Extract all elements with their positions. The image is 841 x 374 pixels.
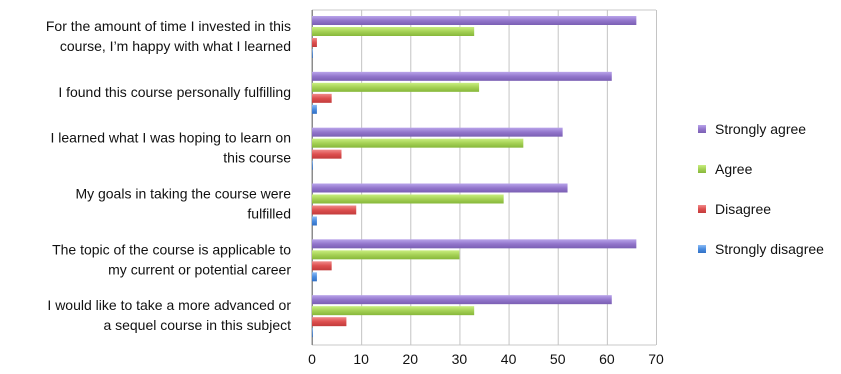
category-label: course, I’m happy with what I learned: [60, 38, 291, 54]
x-tick-labels: 0 10 20 30 40 50 60 70: [308, 351, 664, 367]
plot-area: [311, 9, 656, 346]
bar-strongly-disagree: [312, 104, 317, 114]
bar-strongly-disagree: [312, 328, 313, 338]
bars: [312, 16, 637, 338]
bar-agree: [312, 27, 475, 36]
category-labels: For the amount of time I invested in thi…: [46, 18, 291, 333]
legend-label: Strongly disagree: [715, 241, 824, 257]
legend-swatch: [698, 165, 706, 173]
bar-strongly-agree: [312, 183, 568, 193]
category-label: I learned what I was hoping to learn on: [51, 130, 292, 146]
bar-agree: [312, 194, 504, 204]
category-label: I found this course personally fulfillin…: [58, 84, 291, 100]
category-label: I would like to take a more advanced or: [47, 297, 291, 313]
bar-strongly-disagree: [312, 160, 313, 170]
x-tick-label: 50: [550, 351, 566, 367]
bar-agree: [312, 250, 460, 260]
legend-swatch: [698, 125, 706, 133]
category-label: a sequel course in this subject: [103, 317, 291, 333]
bar-disagree: [312, 261, 332, 271]
legend-label: Agree: [715, 161, 753, 177]
x-tick-label: 70: [648, 351, 664, 367]
bar-strongly-agree: [312, 127, 563, 137]
x-tick-label: 30: [452, 351, 468, 367]
category-label: my current or potential career: [108, 261, 291, 277]
bar-strongly-agree: [312, 16, 637, 25]
x-tick-label: 0: [308, 351, 316, 367]
gridlines: [312, 10, 657, 345]
legend: Strongly agree Agree Disagree Strongly disa…: [698, 121, 824, 257]
bar-disagree: [312, 149, 342, 159]
category-label: For the amount of time I invested in thi…: [46, 18, 291, 34]
bar-agree: [312, 82, 480, 92]
x-tick-label: 60: [599, 351, 615, 367]
bar-agree: [312, 138, 524, 148]
legend-swatch: [698, 245, 706, 253]
x-tick-label: 40: [501, 351, 517, 367]
category-label: The topic of the course is applicable to: [52, 241, 291, 257]
bar-disagree: [312, 93, 332, 103]
legend-swatch: [698, 205, 706, 213]
category-label: fulfilled: [247, 205, 291, 221]
bar-strongly-disagree: [312, 216, 317, 226]
bar-disagree: [312, 317, 347, 327]
bar-strongly-agree: [312, 239, 637, 249]
x-tick-label: 10: [353, 351, 369, 367]
bar-agree: [312, 306, 475, 316]
category-label: this course: [223, 150, 291, 166]
category-label: My goals in taking the course were: [75, 185, 291, 201]
bar-disagree: [312, 38, 317, 47]
legend-label: Strongly agree: [715, 121, 806, 137]
bar-strongly-disagree: [312, 272, 317, 282]
legend-label: Disagree: [715, 201, 771, 217]
bar-strongly-disagree: [312, 49, 313, 58]
bar-disagree: [312, 205, 357, 215]
bar-strongly-agree: [312, 295, 612, 305]
x-tick-label: 20: [402, 351, 418, 367]
bar-strongly-agree: [312, 71, 612, 81]
